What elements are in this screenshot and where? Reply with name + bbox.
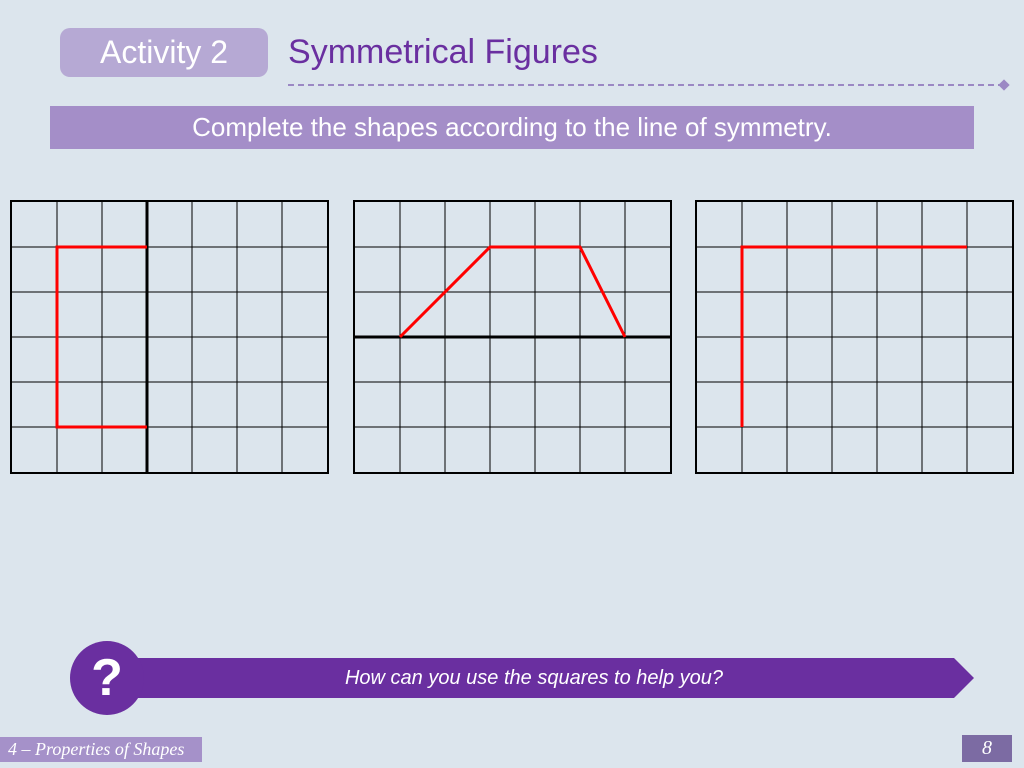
grids-row <box>0 200 1024 474</box>
hint-bar: ? How can you use the squares to help yo… <box>100 656 954 700</box>
activity-badge: Activity 2 <box>60 28 268 77</box>
footer-chapter: 4 – Properties of Shapes <box>0 737 202 762</box>
header: Activity 2 Symmetrical Figures <box>60 24 1004 80</box>
page-title: Symmetrical Figures <box>288 33 1004 72</box>
title-underline <box>288 84 1004 86</box>
hint-text: How can you use the squares to help you? <box>114 658 954 698</box>
page-number: 8 <box>962 735 1012 762</box>
symmetry-grid-3 <box>695 200 1014 474</box>
symmetry-grid-2 <box>353 200 672 474</box>
question-icon: ? <box>70 641 144 715</box>
symmetry-grid-1 <box>10 200 329 474</box>
title-wrap: Symmetrical Figures <box>288 33 1004 72</box>
instruction-bar: Complete the shapes according to the lin… <box>50 106 974 149</box>
